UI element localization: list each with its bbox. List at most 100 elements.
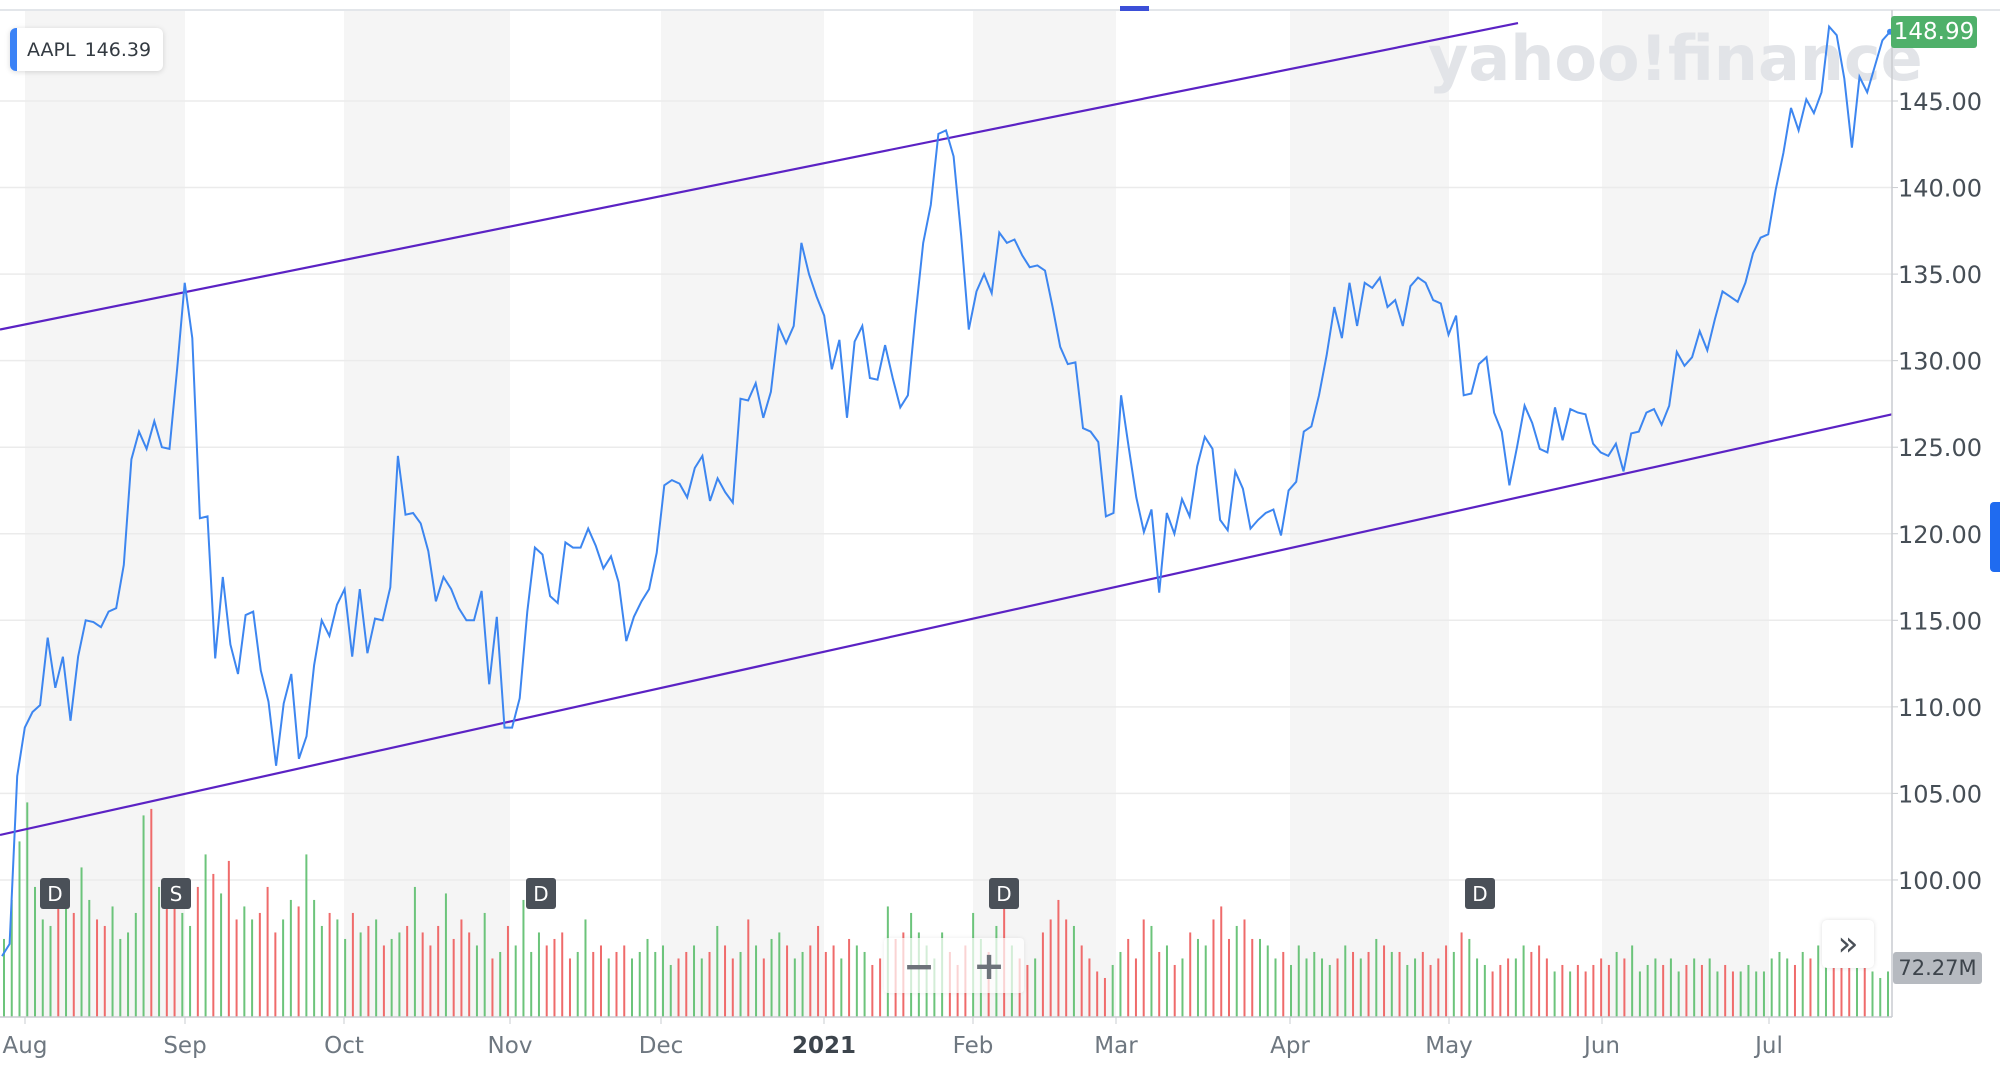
volume-bar xyxy=(406,925,409,1017)
dividend-marker[interactable]: D xyxy=(526,878,556,909)
zoom-in-button[interactable]: + xyxy=(973,943,1005,988)
volume-bar xyxy=(359,932,362,1017)
upper-trend-line[interactable] xyxy=(0,22,1519,331)
volume-bar xyxy=(266,886,269,1017)
volume-bar xyxy=(1406,964,1409,1017)
volume-bar xyxy=(1809,958,1812,1017)
volume-bar xyxy=(1103,977,1106,1017)
volume-bar xyxy=(863,951,866,1017)
volume-bar xyxy=(1080,945,1083,1017)
volume-bar xyxy=(1336,958,1339,1017)
volume-bar xyxy=(1770,958,1773,1017)
expand-range-button[interactable]: » xyxy=(1822,920,1874,968)
volume-bar xyxy=(26,802,29,1017)
month-bands xyxy=(25,10,1769,1017)
x-tick-label: May xyxy=(1425,1033,1473,1059)
volume-bar xyxy=(1344,945,1347,1017)
volume-bar xyxy=(553,938,556,1017)
volume-bar xyxy=(1274,958,1277,1017)
volume-bar xyxy=(1313,951,1316,1017)
volume-bar xyxy=(1700,964,1703,1017)
volume-bar xyxy=(1196,938,1199,1017)
volume-bar xyxy=(1824,958,1827,1017)
volume-bar xyxy=(1855,958,1858,1017)
volume-bar xyxy=(320,925,323,1017)
volume-bar xyxy=(1669,958,1672,1017)
volume-bar xyxy=(1065,919,1068,1017)
volume-bar xyxy=(1584,971,1587,1017)
volume-bar xyxy=(1127,938,1130,1017)
x-tick-label: Nov xyxy=(488,1033,533,1059)
volume-bar xyxy=(88,899,91,1017)
x-tick-label: 2021 xyxy=(792,1033,856,1059)
x-tick-label: Jul xyxy=(1753,1033,1783,1059)
volume-bar xyxy=(1879,977,1882,1017)
side-panel-toggle[interactable] xyxy=(1990,502,2000,572)
volume-bar xyxy=(1832,951,1835,1017)
volume-bar xyxy=(1592,964,1595,1017)
volume-bar xyxy=(367,925,370,1017)
volume-bar xyxy=(1871,971,1874,1017)
dividend-marker[interactable]: D xyxy=(1465,878,1495,909)
volume-bar xyxy=(1522,945,1525,1017)
volume-bar xyxy=(1181,958,1184,1017)
volume-bar xyxy=(576,951,579,1017)
volume-bar xyxy=(103,925,106,1017)
volume-bar xyxy=(1282,951,1285,1017)
volume-bar xyxy=(1041,932,1044,1017)
volume-bar xyxy=(1398,951,1401,1017)
ticker-legend: AAPL 146.39 xyxy=(10,28,163,71)
volume-bar xyxy=(475,945,478,1017)
x-tick-label: Feb xyxy=(953,1033,994,1059)
volume-bar xyxy=(592,951,595,1017)
volume-bar xyxy=(1243,919,1246,1017)
volume-bar xyxy=(1887,971,1889,1017)
volume-bar xyxy=(1119,951,1122,1017)
y-tick-label: 140.00 xyxy=(1898,175,1982,203)
volume-bar xyxy=(584,919,587,1017)
volume-bar xyxy=(1677,971,1680,1017)
volume-bar xyxy=(344,938,347,1017)
volume-bar xyxy=(778,932,781,1017)
volume-bar xyxy=(1266,945,1269,1017)
dividend-marker[interactable]: D xyxy=(989,878,1019,909)
volume-bar xyxy=(1638,971,1641,1017)
ticker-symbol: AAPL xyxy=(27,38,76,61)
volume-bar xyxy=(1445,945,1448,1017)
volume-bar xyxy=(731,958,734,1017)
y-tick-label: 105.00 xyxy=(1898,780,1982,808)
volume-bar xyxy=(1057,899,1060,1017)
top-handle[interactable] xyxy=(1120,6,1149,11)
volume-bar xyxy=(724,945,727,1017)
x-tick-label: Aug xyxy=(3,1033,48,1059)
volume-bar xyxy=(251,919,254,1017)
volume-bar xyxy=(848,938,851,1017)
volume-bar xyxy=(1150,925,1153,1017)
volume-bar xyxy=(1259,938,1261,1017)
y-tick-label: 125.00 xyxy=(1898,434,1982,462)
volume-bar xyxy=(1848,964,1851,1017)
volume-bar xyxy=(1476,958,1479,1017)
yahoo-finance-watermark: yahoo!finance xyxy=(1428,22,1923,95)
split-marker[interactable]: S xyxy=(161,878,191,909)
dividend-marker[interactable]: D xyxy=(40,878,70,909)
volume-bar xyxy=(444,893,447,1017)
x-tick-label: Jun xyxy=(1582,1033,1620,1059)
volume-bar xyxy=(499,951,502,1017)
volume-bar xyxy=(34,886,37,1017)
volume-bar xyxy=(801,951,804,1017)
volume-bar xyxy=(1220,906,1223,1017)
y-tick-label: 120.00 xyxy=(1898,521,1982,549)
volume-bar xyxy=(607,958,610,1017)
volume-bar xyxy=(1817,945,1820,1017)
y-tick-label: 100.00 xyxy=(1898,867,1982,895)
y-tick-label: 110.00 xyxy=(1898,694,1982,722)
volume-bar xyxy=(150,808,153,1017)
zoom-out-button[interactable]: − xyxy=(903,943,935,988)
lower-trend-line[interactable] xyxy=(0,413,1893,837)
volume-bar xyxy=(220,893,223,1017)
volume-bar xyxy=(57,880,60,1017)
volume-bar xyxy=(1514,958,1517,1017)
volume-bar xyxy=(1530,951,1533,1017)
